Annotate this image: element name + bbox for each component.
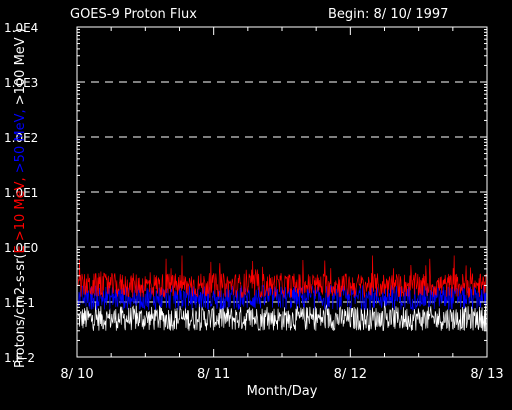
- y-tick-label: 1.E-2: [4, 351, 35, 365]
- y-axis: 1.0E4 1.0E3 1.0E2 1.0E1 1.0E0 1.E-1 1.E-2: [4, 21, 487, 365]
- chart-title: GOES-9 Proton Flux: [70, 7, 197, 22]
- series-line: [77, 297, 487, 332]
- x-tick-label: 8/ 12: [334, 367, 367, 382]
- y-tick-label: 1.0E0: [4, 241, 38, 255]
- x-tick-label: 8/ 11: [197, 367, 230, 382]
- x-axis: 8/ 10 8/ 11 8/ 12 8/ 13: [60, 27, 504, 382]
- series-layer: [77, 255, 487, 332]
- y-tick-label: 1.0E2: [4, 131, 38, 145]
- begin-date-label: Begin: 8/ 10/ 1997: [328, 7, 448, 22]
- x-tick-label: 8/ 13: [470, 367, 503, 382]
- y-axis-label-part: E >10 MeV,: [13, 177, 28, 253]
- y-tick-label: 1.0E1: [4, 186, 38, 200]
- y-axis-label-part: >100 MeV ): [13, 28, 28, 109]
- series-line: [77, 255, 487, 298]
- grid-lines: [77, 81, 487, 303]
- x-tick-label: 8/ 10: [60, 367, 93, 382]
- series-line: [77, 284, 487, 311]
- y-axis-label-part: >50 MeV,: [13, 109, 28, 177]
- y-axis-label: Protons/cm2-s-sr(E >10 MeV, >50 MeV, >10…: [13, 28, 28, 368]
- x-axis-label: Month/Day: [247, 384, 318, 399]
- y-tick-label: 1.0E4: [4, 21, 38, 35]
- y-tick-label: 1.0E3: [4, 76, 38, 90]
- y-tick-label: 1.E-1: [4, 296, 35, 310]
- y-axis-label-prefix: Protons/cm2-s-sr(: [13, 254, 28, 369]
